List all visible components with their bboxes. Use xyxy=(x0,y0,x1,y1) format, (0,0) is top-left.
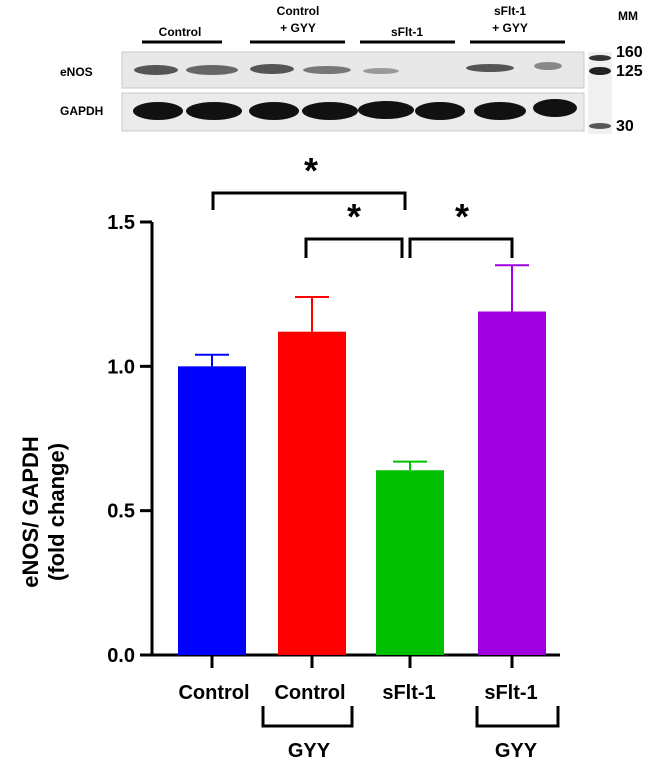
marker-125: 125 xyxy=(616,63,643,80)
ladder-band xyxy=(589,123,611,129)
lane-label-control-gyy-line2: + GYY xyxy=(280,21,316,35)
lane-label-sflt1-gyy-line1: sFlt-1 xyxy=(494,4,526,18)
lane-label-control: Control xyxy=(159,25,202,39)
bar-sflt1 xyxy=(376,470,444,655)
gapdh-band xyxy=(302,102,358,120)
y-tick-label: 1.5 xyxy=(107,212,135,234)
ladder-strip xyxy=(588,52,612,134)
bar-chart: eNOS/ GAPDH (fold change) 0.0 0.5 1.0 1.5 C… xyxy=(18,150,560,762)
y-axis-title-line2: (fold change) xyxy=(44,443,69,581)
bar-control-gyy xyxy=(278,331,346,655)
x-tick-label-sflt1: sFlt-1 xyxy=(382,682,435,704)
sig-bracket-control-vs-sflt1 xyxy=(211,191,407,210)
enos-band xyxy=(303,66,351,74)
gapdh-band xyxy=(358,101,414,119)
y-tick-label: 1.0 xyxy=(107,356,135,378)
x-tick-label-sflt1-gyy: sFlt-1 xyxy=(484,682,537,704)
gapdh-band xyxy=(533,99,577,117)
sig-star-3: * xyxy=(455,196,469,237)
gapdh-band xyxy=(474,102,526,120)
western-blot-panel: Control Control + GYY sFlt-1 sFlt-1 + GY… xyxy=(60,4,643,135)
sig-star-2: * xyxy=(347,196,361,237)
gapdh-band xyxy=(133,102,183,120)
enos-band xyxy=(363,68,399,74)
gapdh-band xyxy=(249,102,299,120)
enos-band xyxy=(134,65,178,75)
row-label-enos: eNOS xyxy=(60,65,93,79)
gyy-label-sflt1: GYY xyxy=(495,740,538,762)
gyy-bracket-control xyxy=(261,706,354,728)
lane-label-control-gyy-line1: Control xyxy=(277,4,320,18)
y-tick-label: 0.0 xyxy=(107,645,135,667)
ladder-band xyxy=(589,55,611,61)
enos-band xyxy=(186,65,238,75)
x-tick-label-control-gyy: Control xyxy=(274,682,345,704)
row-label-gapdh: GAPDH xyxy=(60,104,103,118)
ladder-band xyxy=(589,67,611,75)
marker-160: 160 xyxy=(616,44,643,61)
gyy-label-control: GYY xyxy=(288,740,331,762)
gapdh-band xyxy=(186,102,242,120)
sig-bracket-sflt1-vs-sflt1gyy xyxy=(408,237,514,258)
gapdh-band xyxy=(415,102,465,120)
enos-band xyxy=(250,64,294,74)
lane-label-sflt1-gyy-line2: + GYY xyxy=(492,21,528,35)
sig-bracket-controlgyy-vs-sflt1 xyxy=(304,237,404,258)
y-axis-title-line1: eNOS/ GAPDH xyxy=(18,436,43,588)
gyy-bracket-sflt1 xyxy=(475,706,560,728)
lane-label-sflt1: sFlt-1 xyxy=(391,25,423,39)
x-tick-label-control: Control xyxy=(178,682,249,704)
marker-30: 30 xyxy=(616,118,634,135)
bar-control xyxy=(178,366,246,655)
enos-band xyxy=(534,62,562,70)
enos-band xyxy=(466,64,514,72)
bar-sflt1-gyy xyxy=(478,311,546,655)
sig-star-1: * xyxy=(304,150,318,191)
y-tick-label: 0.5 xyxy=(107,501,135,523)
mm-header: MM xyxy=(618,9,638,23)
